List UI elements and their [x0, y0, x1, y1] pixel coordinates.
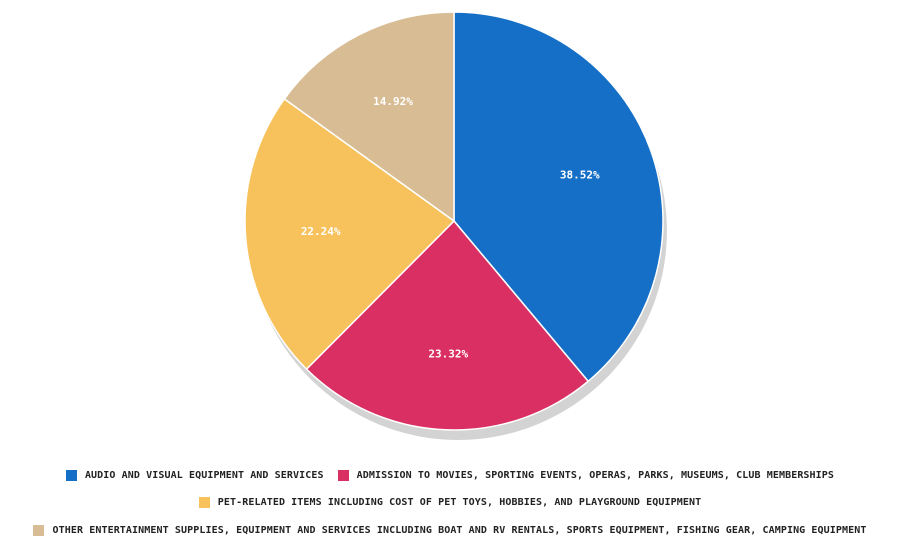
legend-item[interactable]: AUDIO AND VISUAL EQUIPMENT AND SERVICES [65, 470, 324, 481]
slice-percent-label: 22.24% [301, 225, 341, 238]
legend-label: OTHER ENTERTAINMENT SUPPLIES, EQUIPMENT … [52, 525, 867, 536]
pie-chart: 38.52% 23.32% 22.24% 14.92% [244, 11, 667, 440]
legend-row: PET-RELATED ITEMS INCLUDING COST OF PET … [0, 497, 900, 508]
pie-slice-labels: 38.52% 23.32% 22.24% 14.92% [301, 95, 600, 361]
pie-slice[interactable] [283, 11, 455, 222]
slice-percent-label: 38.52% [560, 168, 600, 181]
pie-slices [244, 11, 664, 431]
pie-slice[interactable] [453, 11, 664, 383]
legend-label: PET-RELATED ITEMS INCLUDING COST OF PET … [217, 497, 702, 508]
legend-label: ADMISSION TO MOVIES, SPORTING EVENTS, OP… [356, 470, 835, 481]
legend-item[interactable]: PET-RELATED ITEMS INCLUDING COST OF PET … [198, 497, 702, 508]
legend-item[interactable]: ADMISSION TO MOVIES, SPORTING EVENTS, OP… [337, 470, 835, 481]
legend-swatch [198, 497, 210, 508]
pie-slice[interactable] [305, 220, 589, 431]
slice-percent-label: 14.92% [373, 95, 413, 108]
legend-swatch [337, 470, 349, 481]
legend-swatch [33, 525, 45, 536]
legend-item[interactable]: OTHER ENTERTAINMENT SUPPLIES, EQUIPMENT … [33, 525, 866, 536]
legend-label: AUDIO AND VISUAL EQUIPMENT AND SERVICES [84, 470, 324, 481]
legend-swatch [65, 470, 77, 481]
slice-percent-label: 23.32% [428, 348, 468, 361]
legend-row: OTHER ENTERTAINMENT SUPPLIES, EQUIPMENT … [0, 525, 900, 536]
pie-slice[interactable] [244, 98, 455, 370]
legend-row: AUDIO AND VISUAL EQUIPMENT AND SERVICES … [0, 470, 900, 481]
